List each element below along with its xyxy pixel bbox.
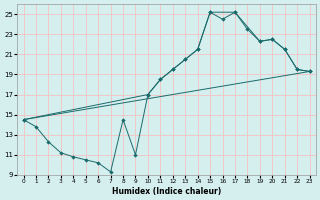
X-axis label: Humidex (Indice chaleur): Humidex (Indice chaleur) [112,187,221,196]
